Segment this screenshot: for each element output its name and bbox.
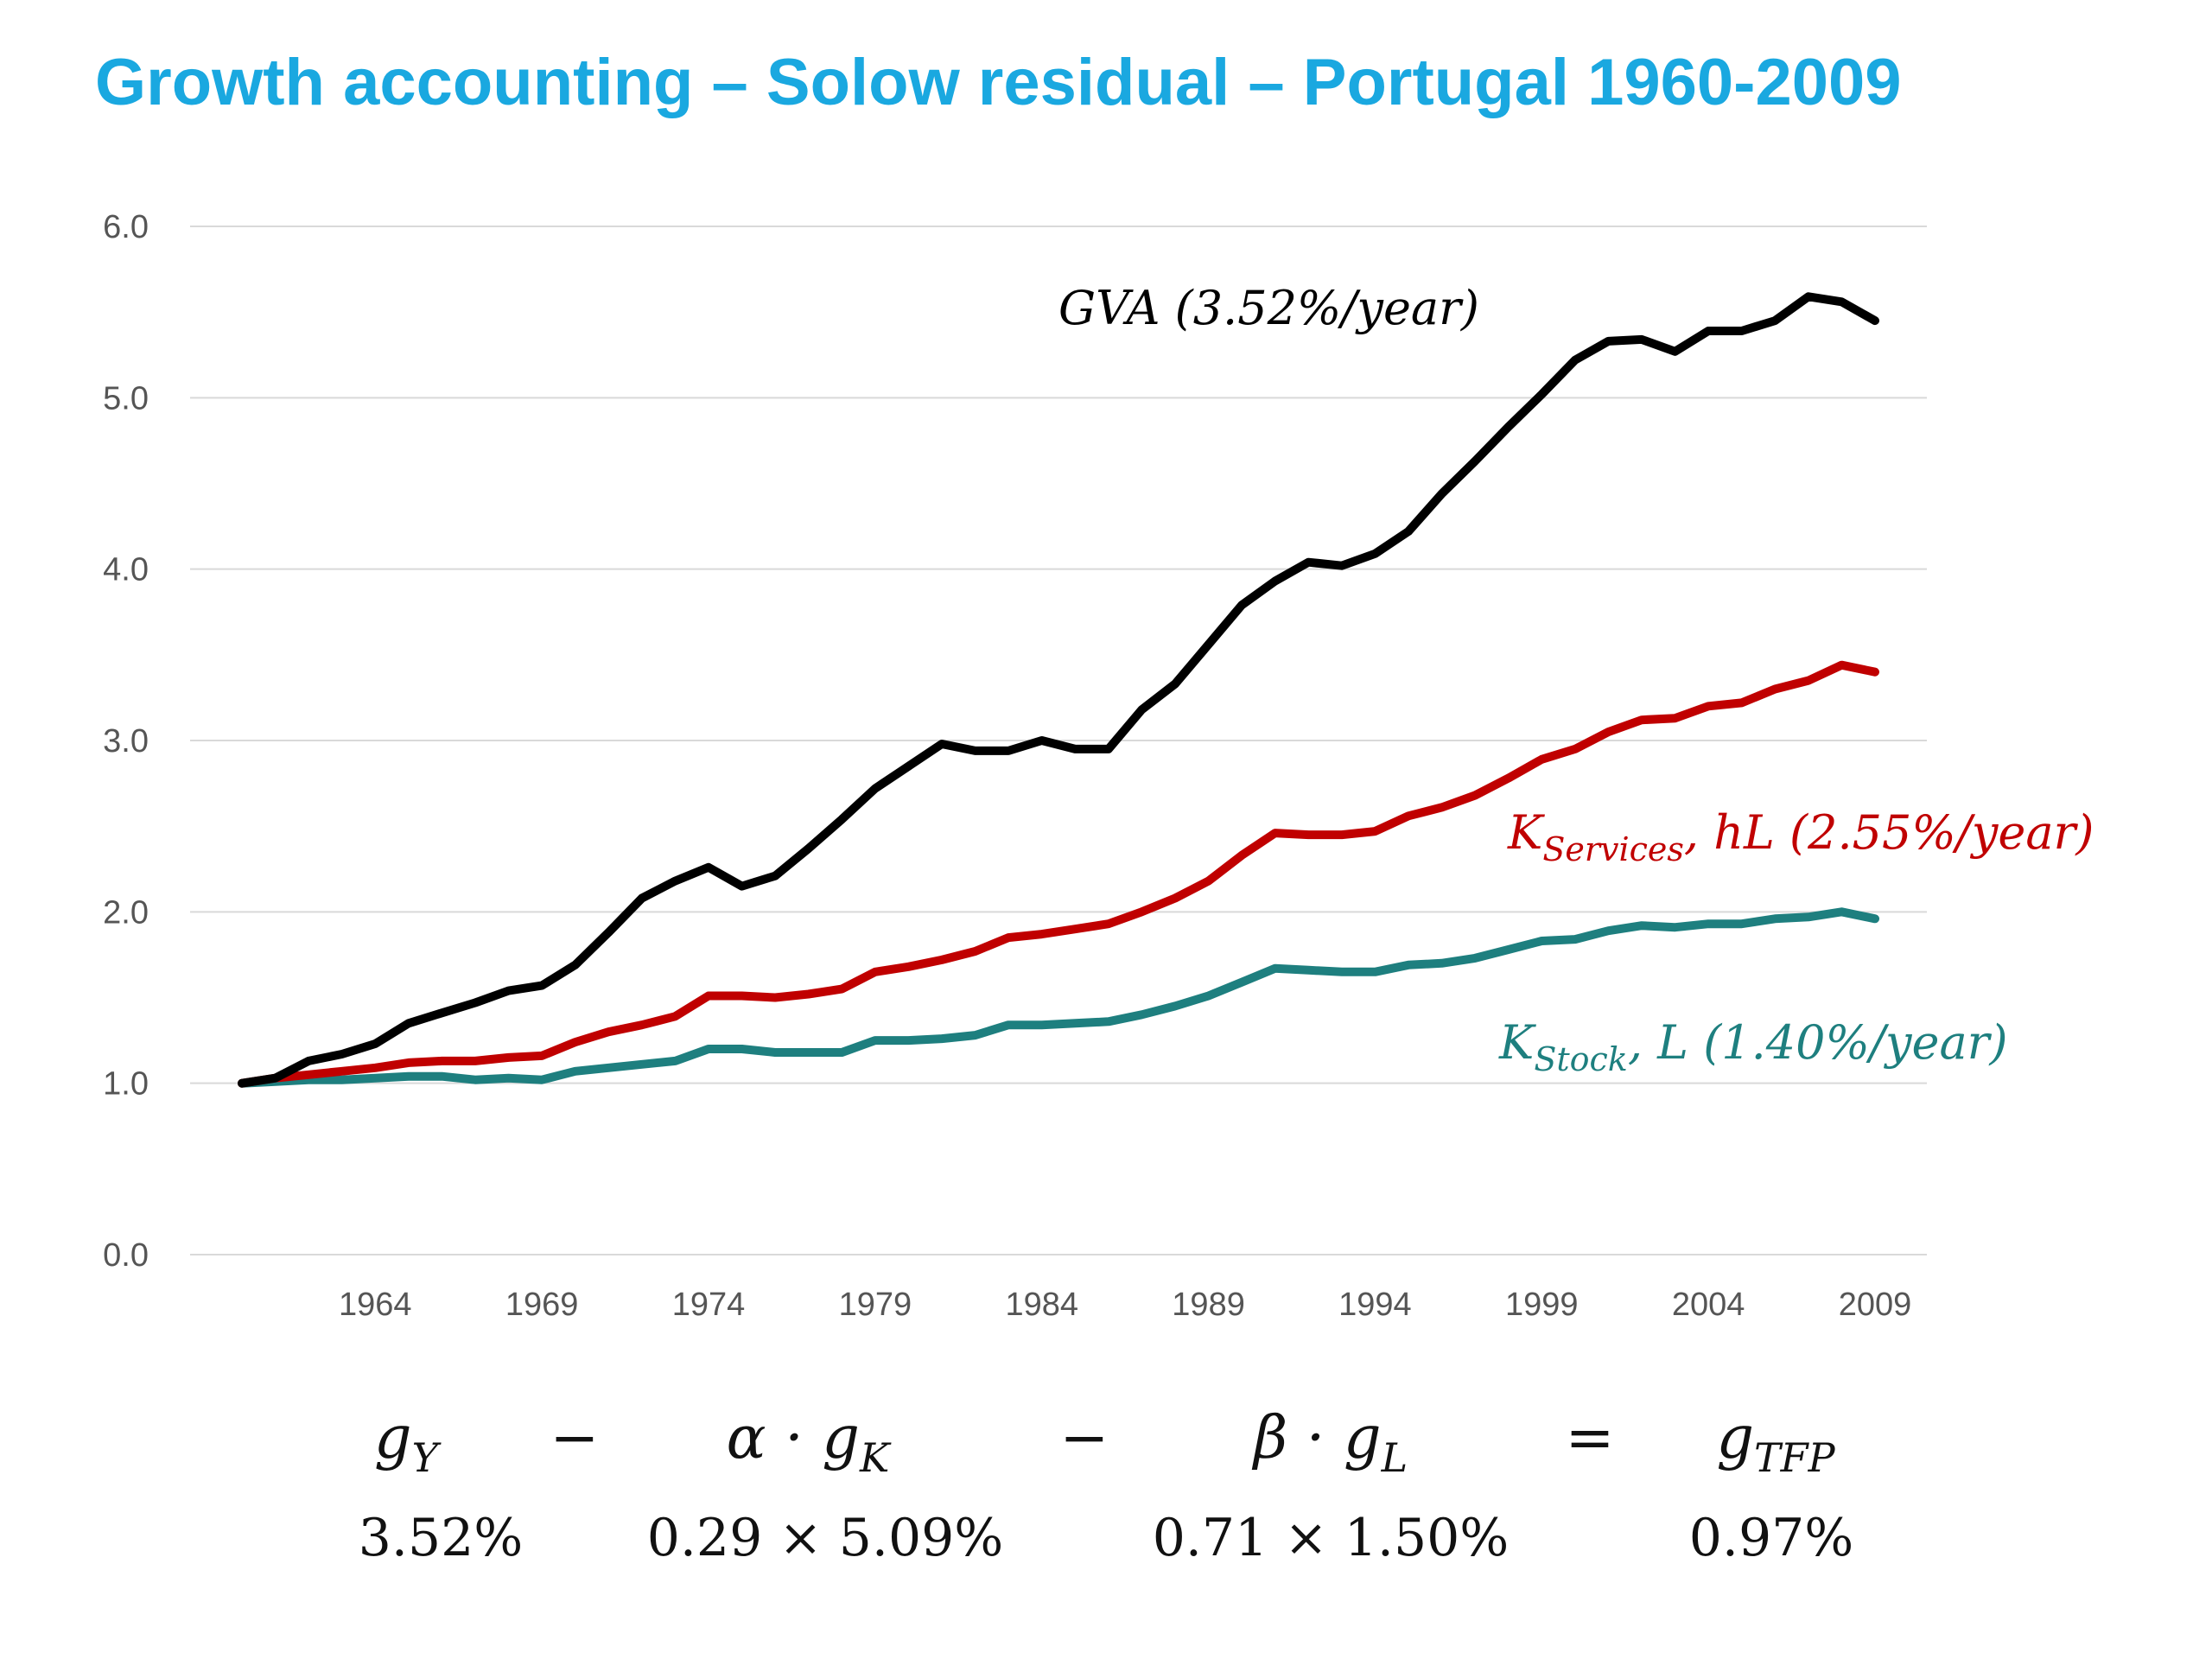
minus-operator: − — [550, 1404, 600, 1472]
gtfp-value: 0.97% — [1688, 1508, 1854, 1568]
beta-g-l-symbol: β · gL — [1253, 1404, 1408, 1482]
x-tick-label: 1964 — [339, 1287, 412, 1323]
equation-symbols: gY − α · gK − β · gL = gTFP — [0, 1404, 2212, 1491]
line-chart: 0.01.02.03.04.05.06.0 1964 1969 1974 1979 19… — [103, 209, 2094, 1323]
equation-values: 3.52% 0.29 × 5.09% 0.71 × 1.50% 0.97% — [0, 1508, 2212, 1594]
y-tick-label: 1.0 — [103, 1066, 149, 1103]
series-labels: GVA (3.52%/year) KServices, hL (2.55%/yea… — [1058, 281, 2094, 1078]
x-tick-label: 1984 — [1005, 1287, 1078, 1323]
series-lines — [238, 292, 1879, 1088]
minus-operator: − — [1059, 1404, 1109, 1472]
y-tick-label: 2.0 — [103, 894, 149, 931]
x-tick-label: 1979 — [839, 1287, 912, 1323]
page-title: Growth accounting – Solow residual – Por… — [95, 46, 1902, 119]
beta-gl-value: 0.71 × 1.50% — [1152, 1508, 1510, 1568]
series-line — [238, 292, 1879, 1088]
x-tick-label: 1994 — [1338, 1287, 1412, 1323]
x-axis: 1964 1969 1974 1979 1984 1989 1994 1999 2004 2009 — [339, 1287, 1911, 1323]
series-line — [238, 907, 1879, 1088]
equals-operator: = — [1565, 1404, 1615, 1472]
y-tick-label: 4.0 — [103, 552, 149, 588]
g-tfp-symbol: gTFP — [1716, 1404, 1835, 1482]
x-tick-label: 2004 — [1672, 1287, 1745, 1323]
y-tick-label: 3.0 — [103, 723, 149, 760]
series-line — [238, 660, 1879, 1088]
x-tick-label: 1969 — [505, 1287, 579, 1323]
series-label: KServices, hL (2.55%/year) — [1507, 805, 2094, 868]
x-tick-label: 1974 — [672, 1287, 746, 1323]
x-tick-label: 1989 — [1172, 1287, 1245, 1323]
alpha-g-k-symbol: α · gK — [726, 1404, 890, 1482]
y-tick-label: 6.0 — [103, 209, 149, 245]
series-label: KStock, L (1.40%/year) — [1498, 1015, 2008, 1078]
gy-value: 3.52% — [358, 1508, 524, 1568]
g-y-symbol: gY — [374, 1404, 438, 1482]
x-tick-label: 1999 — [1505, 1287, 1579, 1323]
y-axis: 0.0 1.0 2.0 3.0 4.0 5.0 6.0 — [103, 209, 149, 1274]
alpha-gk-value: 0.29 × 5.09% — [646, 1508, 1004, 1568]
series-label: GVA (3.52%/year) — [1058, 281, 1479, 335]
x-tick-label: 2009 — [1839, 1287, 1912, 1323]
y-tick-label: 0.0 — [103, 1237, 149, 1274]
y-tick-label: 5.0 — [103, 380, 149, 416]
